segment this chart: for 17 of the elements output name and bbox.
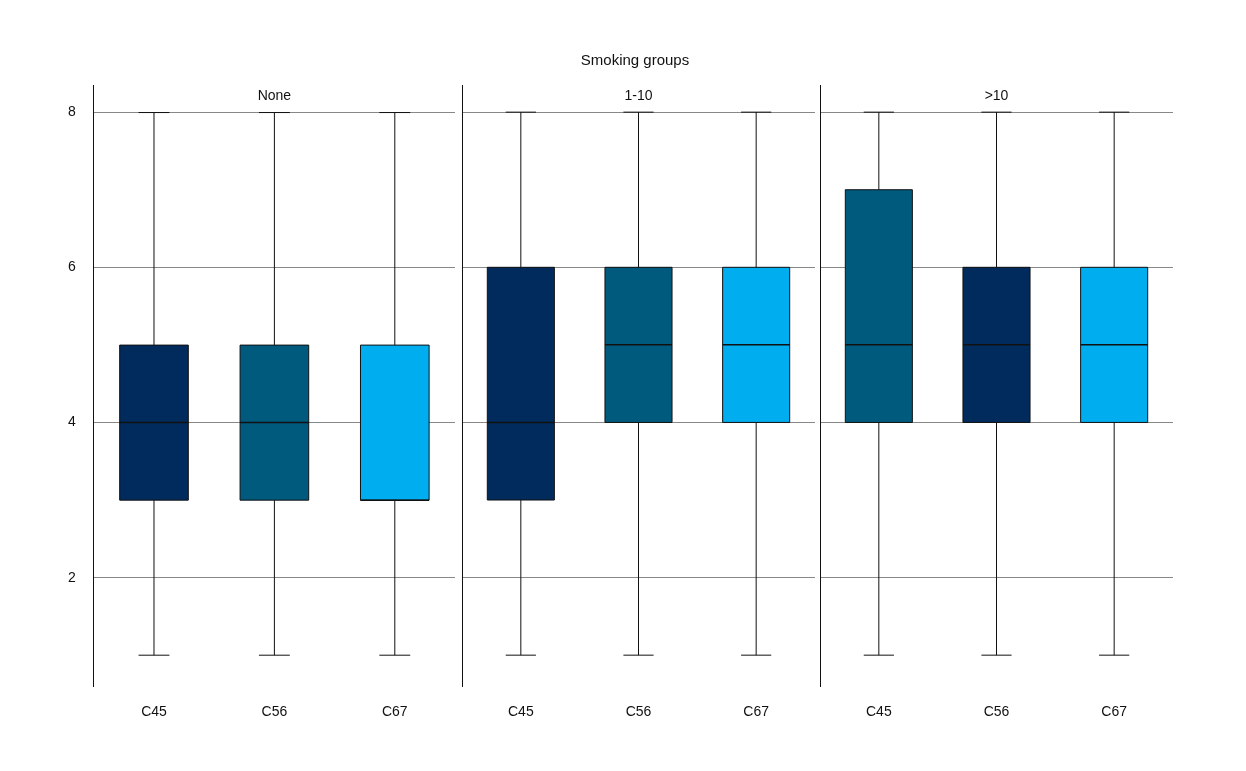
x-tick-label: C67 xyxy=(1101,703,1128,720)
x-tick-label: C56 xyxy=(983,703,1010,720)
y-tick-label: 8 xyxy=(67,103,76,120)
y-tick-label: 6 xyxy=(67,258,76,275)
x-tick-label: C56 xyxy=(261,703,288,720)
chart-subtitle: None xyxy=(257,87,292,104)
chart-title: Smoking groups xyxy=(579,51,691,68)
y-tick-label: 2 xyxy=(67,568,76,585)
x-tick-label: C45 xyxy=(865,703,892,720)
x-tick-label: C67 xyxy=(381,703,408,720)
x-tick-label: C45 xyxy=(507,703,534,720)
chart-subtitle: >10 xyxy=(984,86,1009,103)
chart-subtitle: 1-10 xyxy=(624,86,653,103)
x-tick-label: C67 xyxy=(743,703,770,720)
x-tick-label: C45 xyxy=(141,703,168,720)
y-tick-label: 4 xyxy=(67,413,76,430)
x-tick-label: C56 xyxy=(625,703,652,720)
